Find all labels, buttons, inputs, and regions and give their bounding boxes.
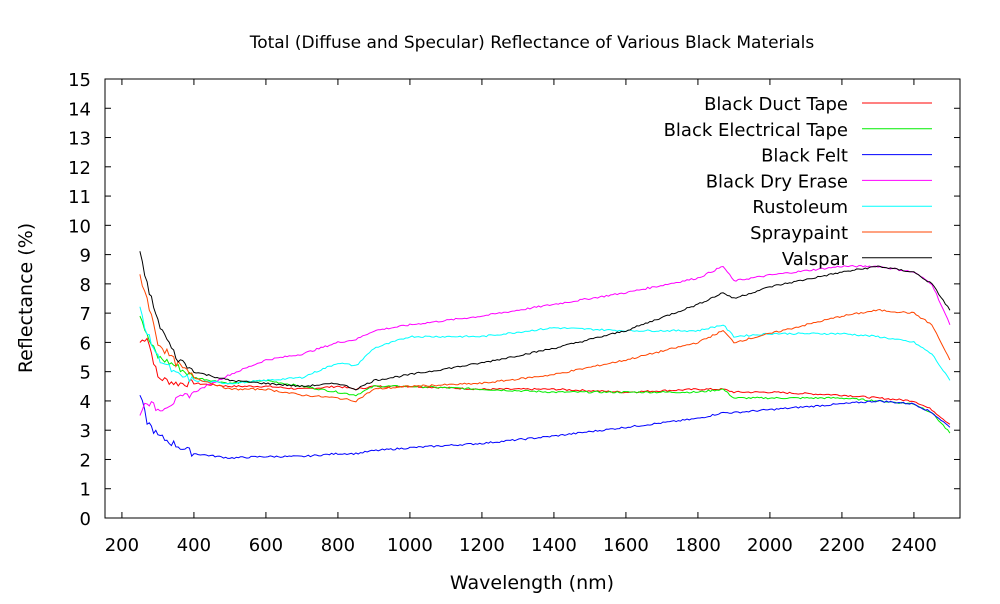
y-tick-label: 13 bbox=[68, 129, 91, 150]
y-axis-label: Reflectance (%) bbox=[15, 223, 37, 373]
legend-label: Rustoleum bbox=[752, 197, 848, 218]
chart-title: Total (Diffuse and Specular) Reflectance… bbox=[249, 33, 815, 53]
x-tick-label: 2200 bbox=[819, 535, 865, 556]
legend-label: Black Felt bbox=[761, 146, 848, 167]
series-line-valspar bbox=[139, 251, 951, 391]
series-line-black-duct-tape bbox=[139, 337, 951, 425]
x-tick-label: 1400 bbox=[531, 535, 577, 556]
x-axis-label: Wavelength (nm) bbox=[450, 572, 614, 594]
y-tick-label: 6 bbox=[80, 333, 91, 354]
series-lines bbox=[139, 251, 951, 460]
y-tick-label: 15 bbox=[68, 70, 91, 91]
y-tick-label: 2 bbox=[80, 450, 91, 471]
x-tick-label: 400 bbox=[177, 535, 211, 556]
series-line-rustoleum bbox=[139, 306, 951, 385]
x-tick-label: 600 bbox=[249, 535, 283, 556]
x-tick-label: 800 bbox=[321, 535, 355, 556]
x-tick-label: 2000 bbox=[747, 535, 793, 556]
legend-label: Black Dry Erase bbox=[706, 171, 848, 192]
series-line-black-felt bbox=[139, 394, 951, 460]
series-line-black-electrical-tape bbox=[139, 315, 951, 434]
x-tick-label: 1800 bbox=[675, 535, 721, 556]
y-tick-label: 12 bbox=[68, 158, 91, 179]
plot-frame bbox=[104, 78, 961, 519]
y-tick-label: 0 bbox=[80, 509, 91, 530]
series-line-black-dry-erase bbox=[139, 264, 951, 416]
legend-label: Black Electrical Tape bbox=[664, 120, 848, 141]
y-tick-label: 11 bbox=[68, 187, 91, 208]
y-tick-label: 7 bbox=[80, 304, 91, 325]
y-tick-label: 3 bbox=[80, 421, 91, 442]
x-tick-label: 1200 bbox=[459, 535, 505, 556]
y-tick-label: 4 bbox=[80, 392, 91, 413]
legend-label: Black Duct Tape bbox=[704, 94, 848, 115]
legend-label: Spraypaint bbox=[750, 223, 848, 244]
y-tick-label: 8 bbox=[80, 275, 91, 296]
x-tick-label: 1600 bbox=[603, 535, 649, 556]
x-tick-label: 1000 bbox=[387, 535, 433, 556]
legend-label: Valspar bbox=[782, 249, 849, 270]
y-tick-label: 9 bbox=[80, 246, 91, 267]
x-tick-label: 200 bbox=[105, 535, 139, 556]
y-tick-label: 5 bbox=[80, 363, 91, 384]
legend: Black Duct Tape Black Electrical Tape Blac… bbox=[664, 94, 932, 270]
x-tick-label: 2400 bbox=[891, 535, 937, 556]
y-tick-label: 14 bbox=[68, 99, 91, 120]
axis-ticks: 200 400 600 800 1000 1200 1400 1600 1800 2000 2200… bbox=[68, 70, 960, 556]
y-tick-label: 1 bbox=[80, 480, 91, 501]
series-line-spraypaint bbox=[139, 274, 951, 403]
y-tick-label: 10 bbox=[68, 216, 91, 237]
